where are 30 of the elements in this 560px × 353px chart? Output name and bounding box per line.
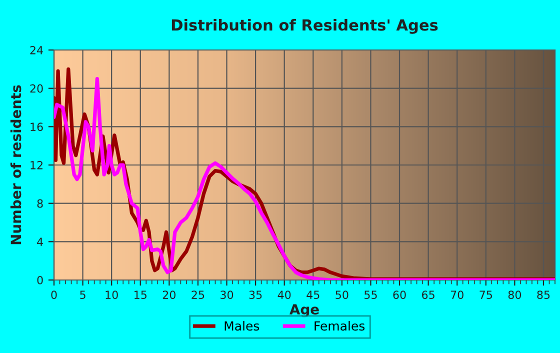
x-tick-label: 0 [51,290,57,300]
y-tick-label: 4 [37,238,43,246]
chart-title: Distribution of Residents' Ages [172,18,438,34]
y-tick-label: 12 [30,160,42,170]
y-axis-title: Number of residents [10,85,22,244]
x-tick-label: 25 [192,290,204,300]
x-tick-label: 55 [364,290,377,300]
x-tick-label: 75 [480,290,492,300]
x-tick-label: 5 [80,290,86,300]
y-tick-label: 16 [30,122,43,132]
x-axis-title: Age [290,304,319,318]
legend-label: Males [224,320,260,331]
x-tick-label: 10 [106,290,118,300]
x-tick-label: 40 [278,290,291,300]
x-tick-label: 65 [422,290,434,300]
x-tick-label: 60 [393,290,406,300]
x-tick-label: 50 [336,290,348,300]
x-tick-label: 20 [162,290,176,300]
legend-label: Females [314,320,365,331]
y-tick-label: 24 [30,46,43,54]
x-tick-label: 45 [306,290,320,300]
x-tick-label: 85 [537,290,550,300]
y-tick-label: 0 [37,276,43,284]
x-tick-label: 30 [220,290,234,300]
y-tick-label: 20 [30,84,43,93]
x-tick-label: 15 [134,290,146,300]
x-tick-label: 70 [450,290,464,300]
y-tick-label: 8 [37,199,43,208]
x-tick-label: 80 [508,290,522,300]
x-tick-label: 35 [249,290,262,300]
